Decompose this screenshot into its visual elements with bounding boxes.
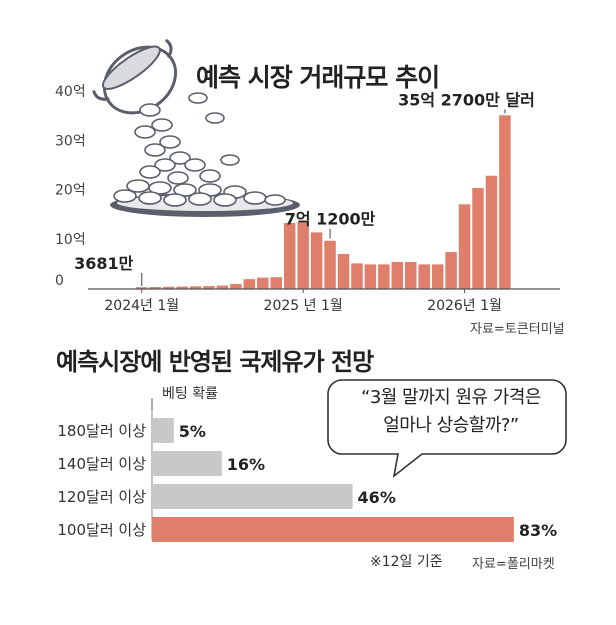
y-tick-label: 0: [55, 273, 64, 289]
bar: [152, 517, 514, 542]
category-label: 140달러 이상: [57, 455, 146, 473]
source-label: 자료=토큰터미널: [470, 322, 565, 337]
bubble-line-2: 얼마나 상승할까?”: [383, 415, 519, 436]
bar: [499, 115, 511, 289]
y-tick-label: 10억: [55, 232, 86, 248]
source-label-2: 자료=폴리마켓: [472, 557, 555, 572]
value-label: 5%: [179, 422, 206, 441]
y-tick-label: 30억: [55, 133, 86, 149]
speech-bubble: [327, 379, 567, 478]
chart-title: 예측 시장 거래규모 추이: [196, 63, 440, 92]
bar: [189, 286, 202, 289]
bar: [391, 261, 404, 289]
bar: [378, 264, 390, 289]
y-tick-label: 40억: [55, 84, 86, 100]
bar: [152, 484, 353, 509]
date-note: ※12일 기준: [370, 554, 443, 570]
value-label: 16%: [227, 455, 265, 474]
bar: [176, 286, 188, 289]
value-label: 83%: [519, 521, 557, 540]
bubble-line-1: “3월 말까지 원유 가격은: [361, 387, 541, 408]
bar: [310, 232, 323, 289]
bar: [337, 253, 350, 289]
bar: [257, 277, 269, 289]
bar: [136, 287, 148, 289]
annotation-label: 7억 1200만: [285, 210, 376, 229]
bar: [418, 264, 430, 289]
annotation-label: 3681만: [74, 254, 134, 273]
y-tick-label: 20억: [55, 183, 86, 199]
bar: [243, 279, 256, 289]
bar: [324, 240, 336, 289]
coin-pot-illustration: [92, 38, 300, 217]
bubble-text: “3월 말까지 원유 가격은 얼마나 상승할까?”: [346, 384, 556, 440]
bar: [203, 286, 215, 289]
x-tick-label: 2025 년 1월: [264, 298, 343, 314]
value-axis-label: 베팅 확률: [162, 386, 218, 402]
bar: [364, 264, 377, 289]
bar: [230, 284, 242, 289]
bar: [216, 285, 229, 289]
bar: [149, 287, 161, 289]
bar: [445, 252, 457, 289]
category-label: 120달러 이상: [57, 488, 146, 506]
bar: [405, 261, 417, 289]
bar: [472, 188, 484, 289]
bar: [152, 418, 174, 443]
category-label: 180달러 이상: [57, 422, 146, 440]
x-tick-label: 2024년 1월: [104, 298, 179, 314]
x-tick-label: 2026년 1월: [427, 298, 502, 314]
bar: [351, 263, 363, 289]
bar: [431, 264, 444, 289]
bar: [297, 221, 309, 289]
bar: [270, 277, 282, 289]
annotation-label: 35억 2700만 달러: [398, 90, 535, 109]
bar: [283, 223, 296, 289]
value-label: 46%: [358, 488, 396, 507]
bar: [485, 175, 498, 289]
bar: [152, 451, 222, 476]
bar: [162, 286, 175, 289]
bar: [458, 204, 471, 289]
chart2-title: 예측시장에 반영된 국제유가 전망: [56, 348, 374, 376]
category-label: 100달러 이상: [57, 521, 146, 539]
